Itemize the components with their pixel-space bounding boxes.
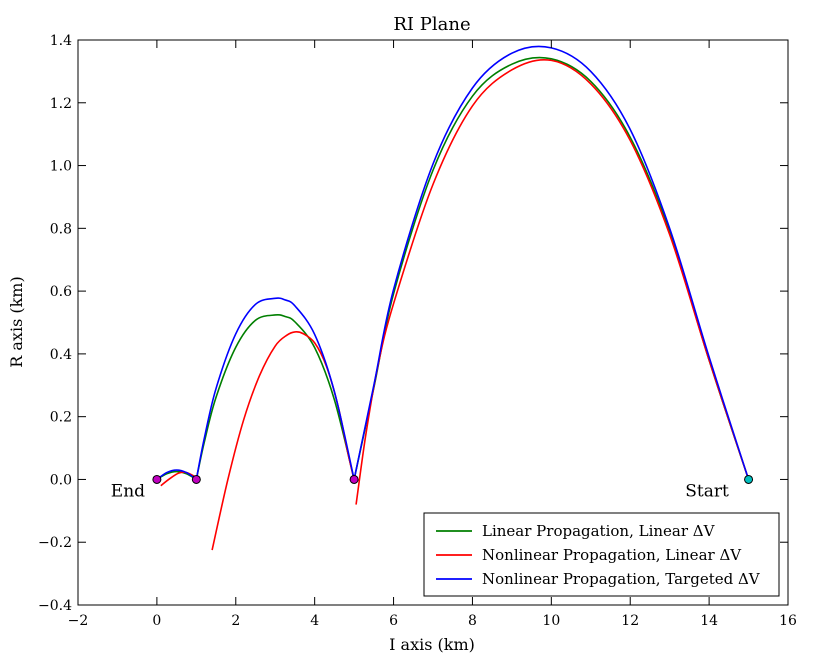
x-tick-label: 6: [389, 613, 398, 629]
x-tick-label: 8: [468, 613, 477, 629]
y-tick-label: 0.6: [50, 284, 72, 300]
y-tick-label: 0.0: [50, 472, 72, 488]
series-3-segment-1: [156, 469, 197, 481]
series-2-segment-3: [355, 59, 750, 505]
y-tick-label: 1.2: [50, 96, 72, 112]
x-axis-title: I axis (km): [389, 635, 475, 654]
y-tick-label: 0.8: [50, 221, 72, 237]
series-layer: [156, 45, 750, 551]
y-tick-label: 0.4: [50, 347, 72, 363]
legend-box: [423, 512, 780, 597]
x-tick-label: 14: [700, 613, 718, 629]
legend-label-3: Nonlinear Propagation, Targeted ΔV: [482, 570, 761, 588]
series-1-segment-3: [353, 56, 750, 480]
x-tick-label: 16: [779, 613, 797, 629]
legend-label-1: Linear Propagation, Linear ΔV: [482, 522, 716, 540]
annotation-layer: End Start: [111, 482, 729, 502]
y-axis-title: R axis (km): [7, 276, 26, 367]
x-tick-label: −2: [68, 613, 89, 629]
x-tick-label: 10: [542, 613, 560, 629]
chart-title: RI Plane: [393, 14, 470, 35]
annotation-label-1: End: [111, 482, 145, 502]
x-tick-label: 4: [310, 613, 319, 629]
legend-label-2: Nonlinear Propagation, Linear ΔV: [482, 546, 742, 564]
x-tick-label: 2: [231, 613, 240, 629]
axes-layer: −2 0 2 4 6 8 10 12 14 16 −0.4 −0.2 0.0 0.2 0.4 0.6 0.8 1.…: [38, 33, 797, 629]
plot-frame: [77, 39, 789, 606]
series-3-segment-3: [353, 45, 750, 480]
series-1-segment-2: [195, 313, 355, 480]
annotation-label-2: Start: [685, 482, 729, 502]
x-tick-label: 12: [621, 613, 639, 629]
series-3-segment-2: [195, 297, 355, 480]
marker-layer: [152, 474, 754, 484]
series-3: [156, 45, 750, 481]
marker-point-2: [191, 474, 201, 484]
marker-point-3: [349, 474, 359, 484]
marker-point-1: [152, 474, 162, 484]
series-2: [160, 59, 750, 551]
x-tick-label: 0: [152, 613, 161, 629]
y-tick-label: 1.4: [50, 33, 72, 49]
y-tick-label: 0.2: [50, 410, 72, 426]
y-tick-label: −0.2: [38, 535, 72, 551]
y-tick-label: −0.4: [38, 598, 72, 614]
series-2-segment-2: [211, 330, 355, 551]
legend: Linear Propagation, Linear ΔV Nonlinear P…: [423, 512, 780, 597]
marker-point-4: [744, 474, 754, 484]
y-tick-label: 1.0: [50, 159, 72, 175]
